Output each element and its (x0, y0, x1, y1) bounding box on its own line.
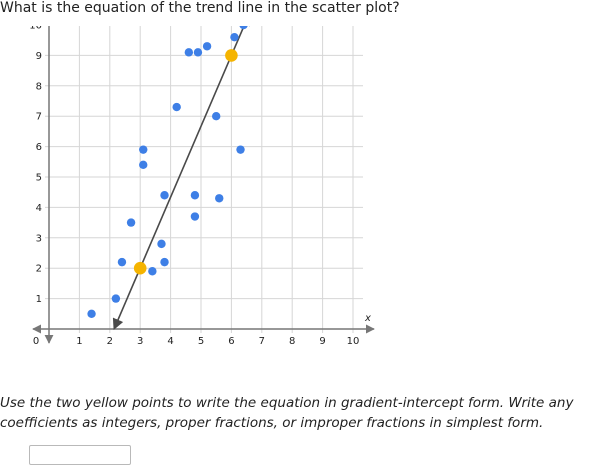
y-tick-label: 1 (36, 294, 42, 305)
x-tick-label: 8 (289, 336, 295, 347)
x-tick-label: 0 (33, 336, 39, 347)
data-point (111, 294, 121, 303)
y-tick-label: 9 (36, 51, 42, 62)
answer-input[interactable] (29, 445, 131, 465)
x-axis-label: x (364, 313, 371, 324)
tick-labels: 0 1 2 3 4 5 6 7 8 9 10 1 2 3 4 5 6 7 8 9 10 (29, 26, 359, 347)
x-tick-label: 10 (347, 336, 360, 347)
highlight-point (225, 49, 238, 62)
data-point (126, 218, 136, 227)
data-point (190, 212, 200, 221)
x-tick-label: 2 (107, 336, 113, 347)
data-point (202, 42, 212, 51)
data-point (172, 102, 181, 112)
x-tick-label: 4 (167, 336, 173, 347)
data-points (87, 26, 248, 318)
data-point (157, 239, 166, 249)
y-tick-label: 2 (36, 264, 42, 275)
data-point (212, 112, 221, 121)
x-tick-label: 6 (228, 336, 234, 347)
y-tick-label: 10 (29, 26, 42, 32)
question-text: What is the equation of the trend line i… (0, 0, 400, 16)
y-tick-label: 7 (36, 112, 42, 123)
x-tick-label: 7 (259, 336, 265, 347)
data-point (190, 191, 200, 200)
x-tick-label: 1 (76, 336, 82, 347)
y-tick-label: 5 (36, 173, 42, 184)
x-tick-label: 3 (137, 336, 143, 347)
y-tick-label: 8 (36, 81, 42, 92)
x-tick-label: 9 (319, 336, 325, 347)
x-tick-label: 5 (198, 336, 204, 347)
data-point (87, 309, 96, 318)
instructions-text: Use the two yellow points to write the e… (0, 395, 574, 431)
data-point (236, 145, 245, 154)
data-point (230, 32, 239, 42)
data-point (139, 160, 148, 170)
y-tick-label: 4 (36, 203, 42, 214)
data-point (148, 267, 157, 276)
data-point (139, 145, 148, 154)
highlight-points (133, 49, 238, 275)
grid-lines (45, 26, 363, 333)
highlight-point (133, 261, 147, 275)
data-point (117, 257, 127, 267)
y-tick-label: 6 (36, 142, 42, 153)
data-point (215, 194, 224, 203)
data-point (193, 48, 203, 57)
data-point (184, 48, 194, 57)
data-point (160, 257, 169, 267)
data-point (239, 26, 248, 30)
trend-line (112, 26, 250, 331)
data-point (160, 191, 169, 200)
trend-line-group (112, 26, 250, 331)
y-tick-label: 3 (36, 233, 42, 244)
